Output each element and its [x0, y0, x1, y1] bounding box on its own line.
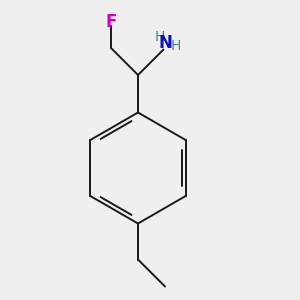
Text: F: F [105, 13, 117, 31]
Text: H: H [154, 30, 165, 44]
Text: N: N [158, 34, 172, 52]
Text: H: H [170, 40, 181, 53]
